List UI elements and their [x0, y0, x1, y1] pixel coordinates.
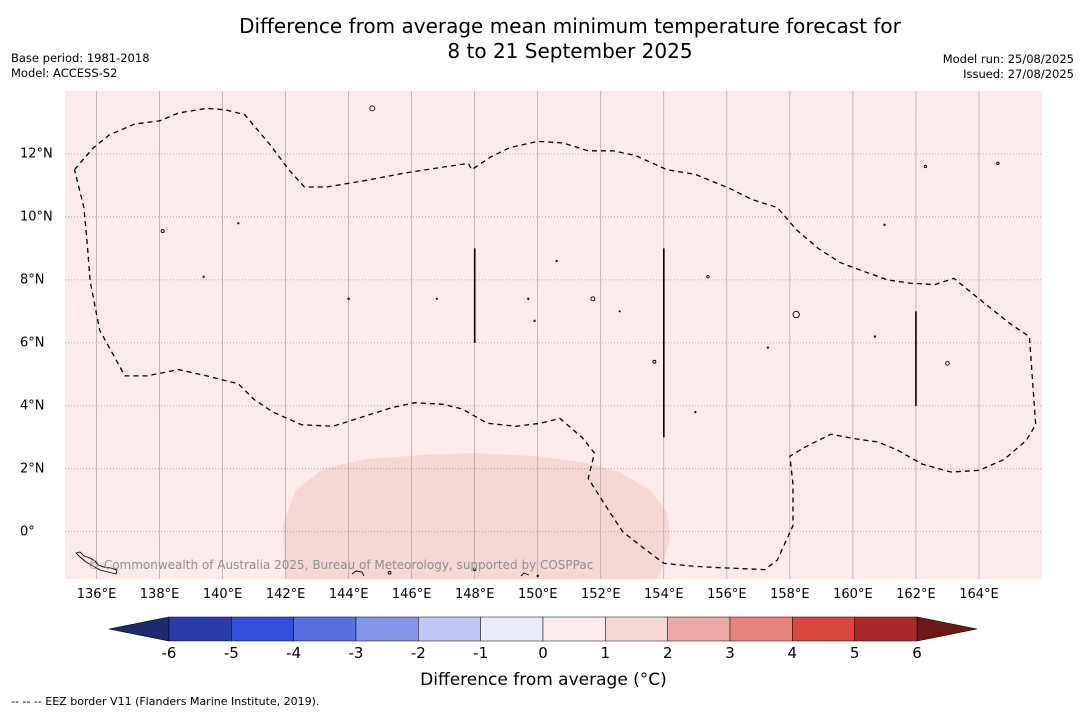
eez-segment-lines [473, 248, 917, 438]
colorbar-tick-label: 1 [600, 644, 611, 662]
title-line-1: Difference from average mean minimum tem… [239, 14, 901, 38]
colorbar-segment [792, 616, 855, 642]
y-tick-label: 2°N [20, 461, 45, 477]
colorbar-tick-label: 4 [787, 644, 798, 662]
island-22 [473, 567, 477, 572]
x-tick-label: 152°E [581, 587, 621, 602]
x-tick-label: 136°E [76, 587, 117, 602]
x-tick-label: 160°E [833, 587, 873, 602]
island-6 [527, 297, 530, 300]
island-13 [873, 335, 877, 338]
island-23 [387, 570, 392, 575]
y-tick-label: 4°N [20, 398, 45, 414]
model-run: Model run: 25/08/2025 [942, 52, 1074, 66]
x-tick-label: 156°E [707, 587, 747, 602]
colorbar-tick-label: -1 [473, 644, 489, 662]
issued-date: Issued: 27/08/2025 [963, 66, 1074, 81]
island-21 [435, 297, 438, 300]
x-tick-label: 138°E [139, 587, 180, 602]
anomaly-patch-1-to-2 [282, 453, 671, 579]
x-tick-label: 164°E [959, 587, 999, 602]
copyright-notice: © Commonwealth of Australia 2025, Bureau… [88, 558, 594, 572]
footer-note: -- -- -- EEZ border V11 (Flanders Marine… [11, 695, 320, 708]
island-24 [536, 574, 539, 578]
island-4 [202, 275, 205, 278]
chart-title: Difference from average mean minimum tem… [0, 14, 1085, 64]
island-15 [652, 359, 657, 364]
island-17 [883, 223, 886, 226]
island-18 [923, 164, 928, 169]
colorbar-segment [854, 616, 918, 642]
y-tick-label: 8°N [20, 272, 45, 288]
gridlines [65, 91, 1042, 579]
coastline-fragment-3 [520, 572, 530, 577]
x-tick-label: 144°E [328, 587, 369, 602]
island-12 [766, 346, 769, 349]
island-20 [347, 297, 350, 301]
y-tick-label: 0° [20, 524, 35, 540]
colorbar-tick-label: -2 [410, 644, 426, 662]
colorbar-segment [480, 616, 544, 642]
x-tick-label: 146°E [391, 587, 432, 602]
model-name: Model: ACCESS-S2 [11, 65, 118, 80]
island-3 [237, 222, 240, 225]
island-5 [555, 259, 558, 263]
island-2 [160, 229, 165, 234]
colorbar-segment [231, 616, 294, 642]
x-tick-label: 154°E [644, 587, 684, 602]
island-8 [533, 319, 536, 322]
y-tick-label: 12°N [20, 146, 53, 162]
island-1 [369, 105, 376, 112]
island-11 [792, 310, 800, 319]
y-tick-label: 10°N [20, 209, 53, 225]
colorbar-segment [168, 616, 232, 642]
colorbar-tick-label: -6 [161, 644, 177, 662]
colorbar-tick-label: -3 [348, 644, 364, 662]
colorbar-under-arrow [108, 616, 170, 642]
colorbar-tick-label: -5 [223, 644, 239, 662]
colorbar-tick-label: 5 [849, 644, 860, 662]
island-10 [706, 275, 710, 279]
island-9 [618, 310, 621, 313]
title-line-2: 8 to 21 September 2025 [447, 39, 693, 63]
x-tick-label: 148°E [454, 587, 495, 602]
y-tick-label: 6°N [20, 335, 45, 351]
colorbar-segment [729, 616, 793, 642]
meta-right: Model run: 25/08/2025 Issued: 27/08/2025 [943, 52, 1074, 81]
island-19 [996, 161, 1000, 166]
x-tick-label: 158°E [770, 587, 810, 602]
colorbar-segment [355, 616, 419, 642]
colorbar-over-arrow [916, 616, 978, 642]
colorbar-segment [542, 616, 606, 642]
island-7 [590, 296, 596, 302]
islands [75, 105, 1000, 578]
colorbar-tick-label: 3 [725, 644, 735, 662]
x-tick-label: 162°E [896, 587, 936, 602]
island-16 [694, 410, 697, 414]
coastline-fragment-2 [351, 570, 365, 577]
colorbar-title: Difference from average (°C) [420, 670, 667, 690]
colorbar-segment [605, 616, 668, 642]
base-period: Base period: 1981-2018 [11, 51, 150, 65]
colorbar-tick-label: 2 [662, 644, 673, 662]
colorbar-segment [293, 616, 357, 642]
colorbar-tick-label: 0 [538, 644, 548, 662]
colorbar-tick-label: -4 [286, 644, 302, 662]
colorbar-tick-label: 6 [912, 644, 922, 662]
colorbar-segment [667, 616, 731, 642]
meta-left: Base period: 1981-2018 Model: ACCESS-S2 [11, 51, 150, 80]
coastline-fragment [75, 551, 118, 575]
x-tick-label: 140°E [202, 587, 243, 602]
x-tick-label: 142°E [265, 587, 306, 602]
colorbar-segment [418, 616, 481, 642]
eez-border [73, 107, 1037, 571]
x-tick-label: 150°E [517, 587, 558, 602]
island-14 [945, 361, 950, 366]
